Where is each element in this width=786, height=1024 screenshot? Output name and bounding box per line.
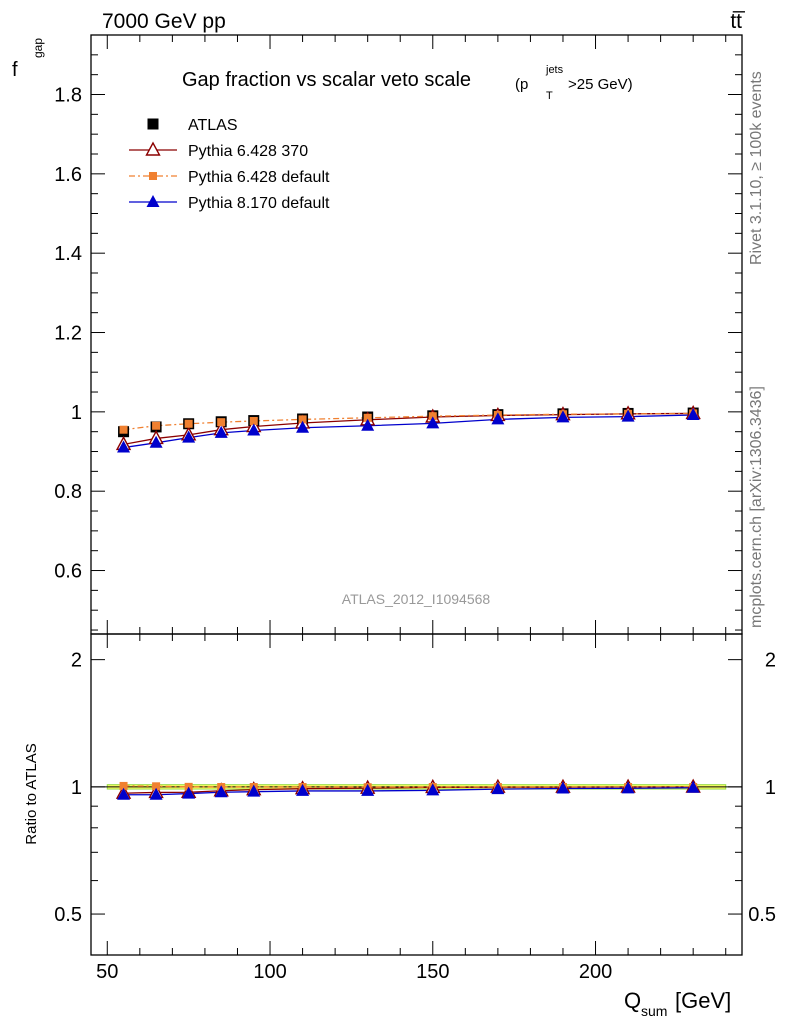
data-point	[621, 409, 635, 422]
legend-label: ATLAS	[188, 117, 238, 134]
ratio-y-tick-label: 0.5	[54, 904, 82, 926]
series-markers	[115, 404, 701, 800]
y-axis-label-sub: gap	[31, 38, 45, 58]
y-axis-label: f	[12, 59, 18, 81]
legend-marker	[146, 195, 160, 207]
legend-marker	[149, 172, 157, 180]
ratio-data-point	[621, 781, 635, 794]
legend-label: Pythia 8.170 default	[188, 195, 330, 212]
title-cut-close: >25 GeV)	[568, 76, 633, 93]
ratio-data-point	[556, 781, 570, 794]
y-tick-label: 1.4	[54, 243, 82, 265]
y-tick-labels: 0.6 0.8 1 1.2 1.4 1.6 1.8 0.5 0.5 1 1 2 2	[54, 85, 776, 927]
ratio-y-tick-label: 2	[71, 650, 82, 672]
watermark: ATLAS_2012_I1094568	[342, 591, 491, 607]
ratio-data-point	[119, 781, 128, 790]
ratio-data-point	[117, 787, 131, 800]
side-text-top: Rivet 3.1.10, ≥ 100k events	[748, 71, 765, 265]
x-tick-label: 50	[96, 961, 118, 983]
data-point	[363, 413, 372, 422]
data-point	[249, 416, 258, 425]
ratio-y-tick-label-right: 2	[765, 650, 776, 672]
x-tick-label: 150	[416, 961, 449, 983]
data-point	[428, 412, 437, 421]
ratio-y-tick-label-right: 0.5	[748, 904, 776, 926]
ratio-data-point	[149, 787, 163, 800]
legend: ATLAS Pythia 6.428 370 Pythia 6.428 defaul…	[129, 117, 330, 212]
data-point	[214, 425, 228, 438]
axis-ticks	[91, 34, 742, 955]
ratio-data-point	[247, 784, 261, 797]
x-axis-label-sub: sum	[641, 1003, 667, 1019]
data-point	[491, 412, 505, 425]
legend-marker	[147, 118, 159, 130]
title-cut-open: (p	[515, 76, 528, 93]
ratio-series-line	[123, 787, 694, 796]
x-axis-label-main: Q	[624, 988, 641, 1013]
y-tick-label: 1.6	[54, 164, 82, 186]
x-tick-label: 200	[579, 961, 612, 983]
x-tick-label: 100	[253, 961, 286, 983]
data-point	[361, 418, 375, 431]
y-tick-label: 0.6	[54, 561, 82, 583]
data-point	[686, 408, 700, 421]
y-tick-label: 1.2	[54, 323, 82, 345]
title-cut-sub: T	[546, 90, 553, 102]
ratio-data-point	[214, 785, 228, 798]
ratio-series-line	[123, 785, 694, 788]
ratio-data-point	[182, 786, 196, 799]
data-point	[182, 430, 196, 443]
data-point	[426, 416, 440, 429]
ratio-data-point	[426, 783, 440, 796]
ratio-y-axis-label: Ratio to ATLAS	[23, 743, 40, 844]
ratio-data-point	[491, 782, 505, 795]
legend-label: Pythia 6.428 370	[188, 143, 308, 160]
y-tick-label: 1.8	[54, 85, 82, 107]
ratio-plot-frame	[90, 633, 743, 956]
data-point	[184, 419, 193, 428]
header-left: 7000 GeV pp	[102, 10, 226, 33]
y-tick-label: 0.8	[54, 481, 82, 503]
series-line	[123, 412, 694, 431]
data-point	[298, 415, 307, 424]
x-axis-label-unit: [GeV]	[675, 988, 731, 1013]
data-point	[149, 435, 163, 448]
title-cut-sup: jets	[545, 64, 564, 76]
legend-label: Pythia 6.428 default	[188, 169, 330, 186]
ratio-y-tick-label-right: 1	[765, 777, 776, 799]
data-point	[119, 425, 128, 434]
data-point	[556, 410, 570, 423]
ratio-data-point	[686, 780, 700, 793]
data-point	[152, 421, 161, 430]
x-tick-labels: 50 100 150 200	[96, 961, 612, 983]
ratio-y-tick-label: 1	[71, 777, 82, 799]
ratio-data-point	[296, 783, 310, 796]
data-point	[296, 420, 310, 433]
series-line	[123, 412, 694, 446]
side-text-bottom: mcplots.cern.ch [arXiv:1306.3436]	[748, 386, 765, 628]
x-axis-label: Q sum [GeV]	[624, 988, 731, 1019]
header-right: tt̅	[730, 10, 746, 33]
data-point	[117, 440, 131, 453]
y-tick-label: 1	[71, 402, 82, 424]
legend-marker	[145, 141, 161, 156]
data-point	[217, 418, 226, 427]
ratio-data-point	[152, 782, 161, 791]
ratio-data-point	[361, 783, 375, 796]
chart-title: Gap fraction vs scalar veto scale	[182, 69, 471, 91]
data-point	[247, 423, 261, 436]
